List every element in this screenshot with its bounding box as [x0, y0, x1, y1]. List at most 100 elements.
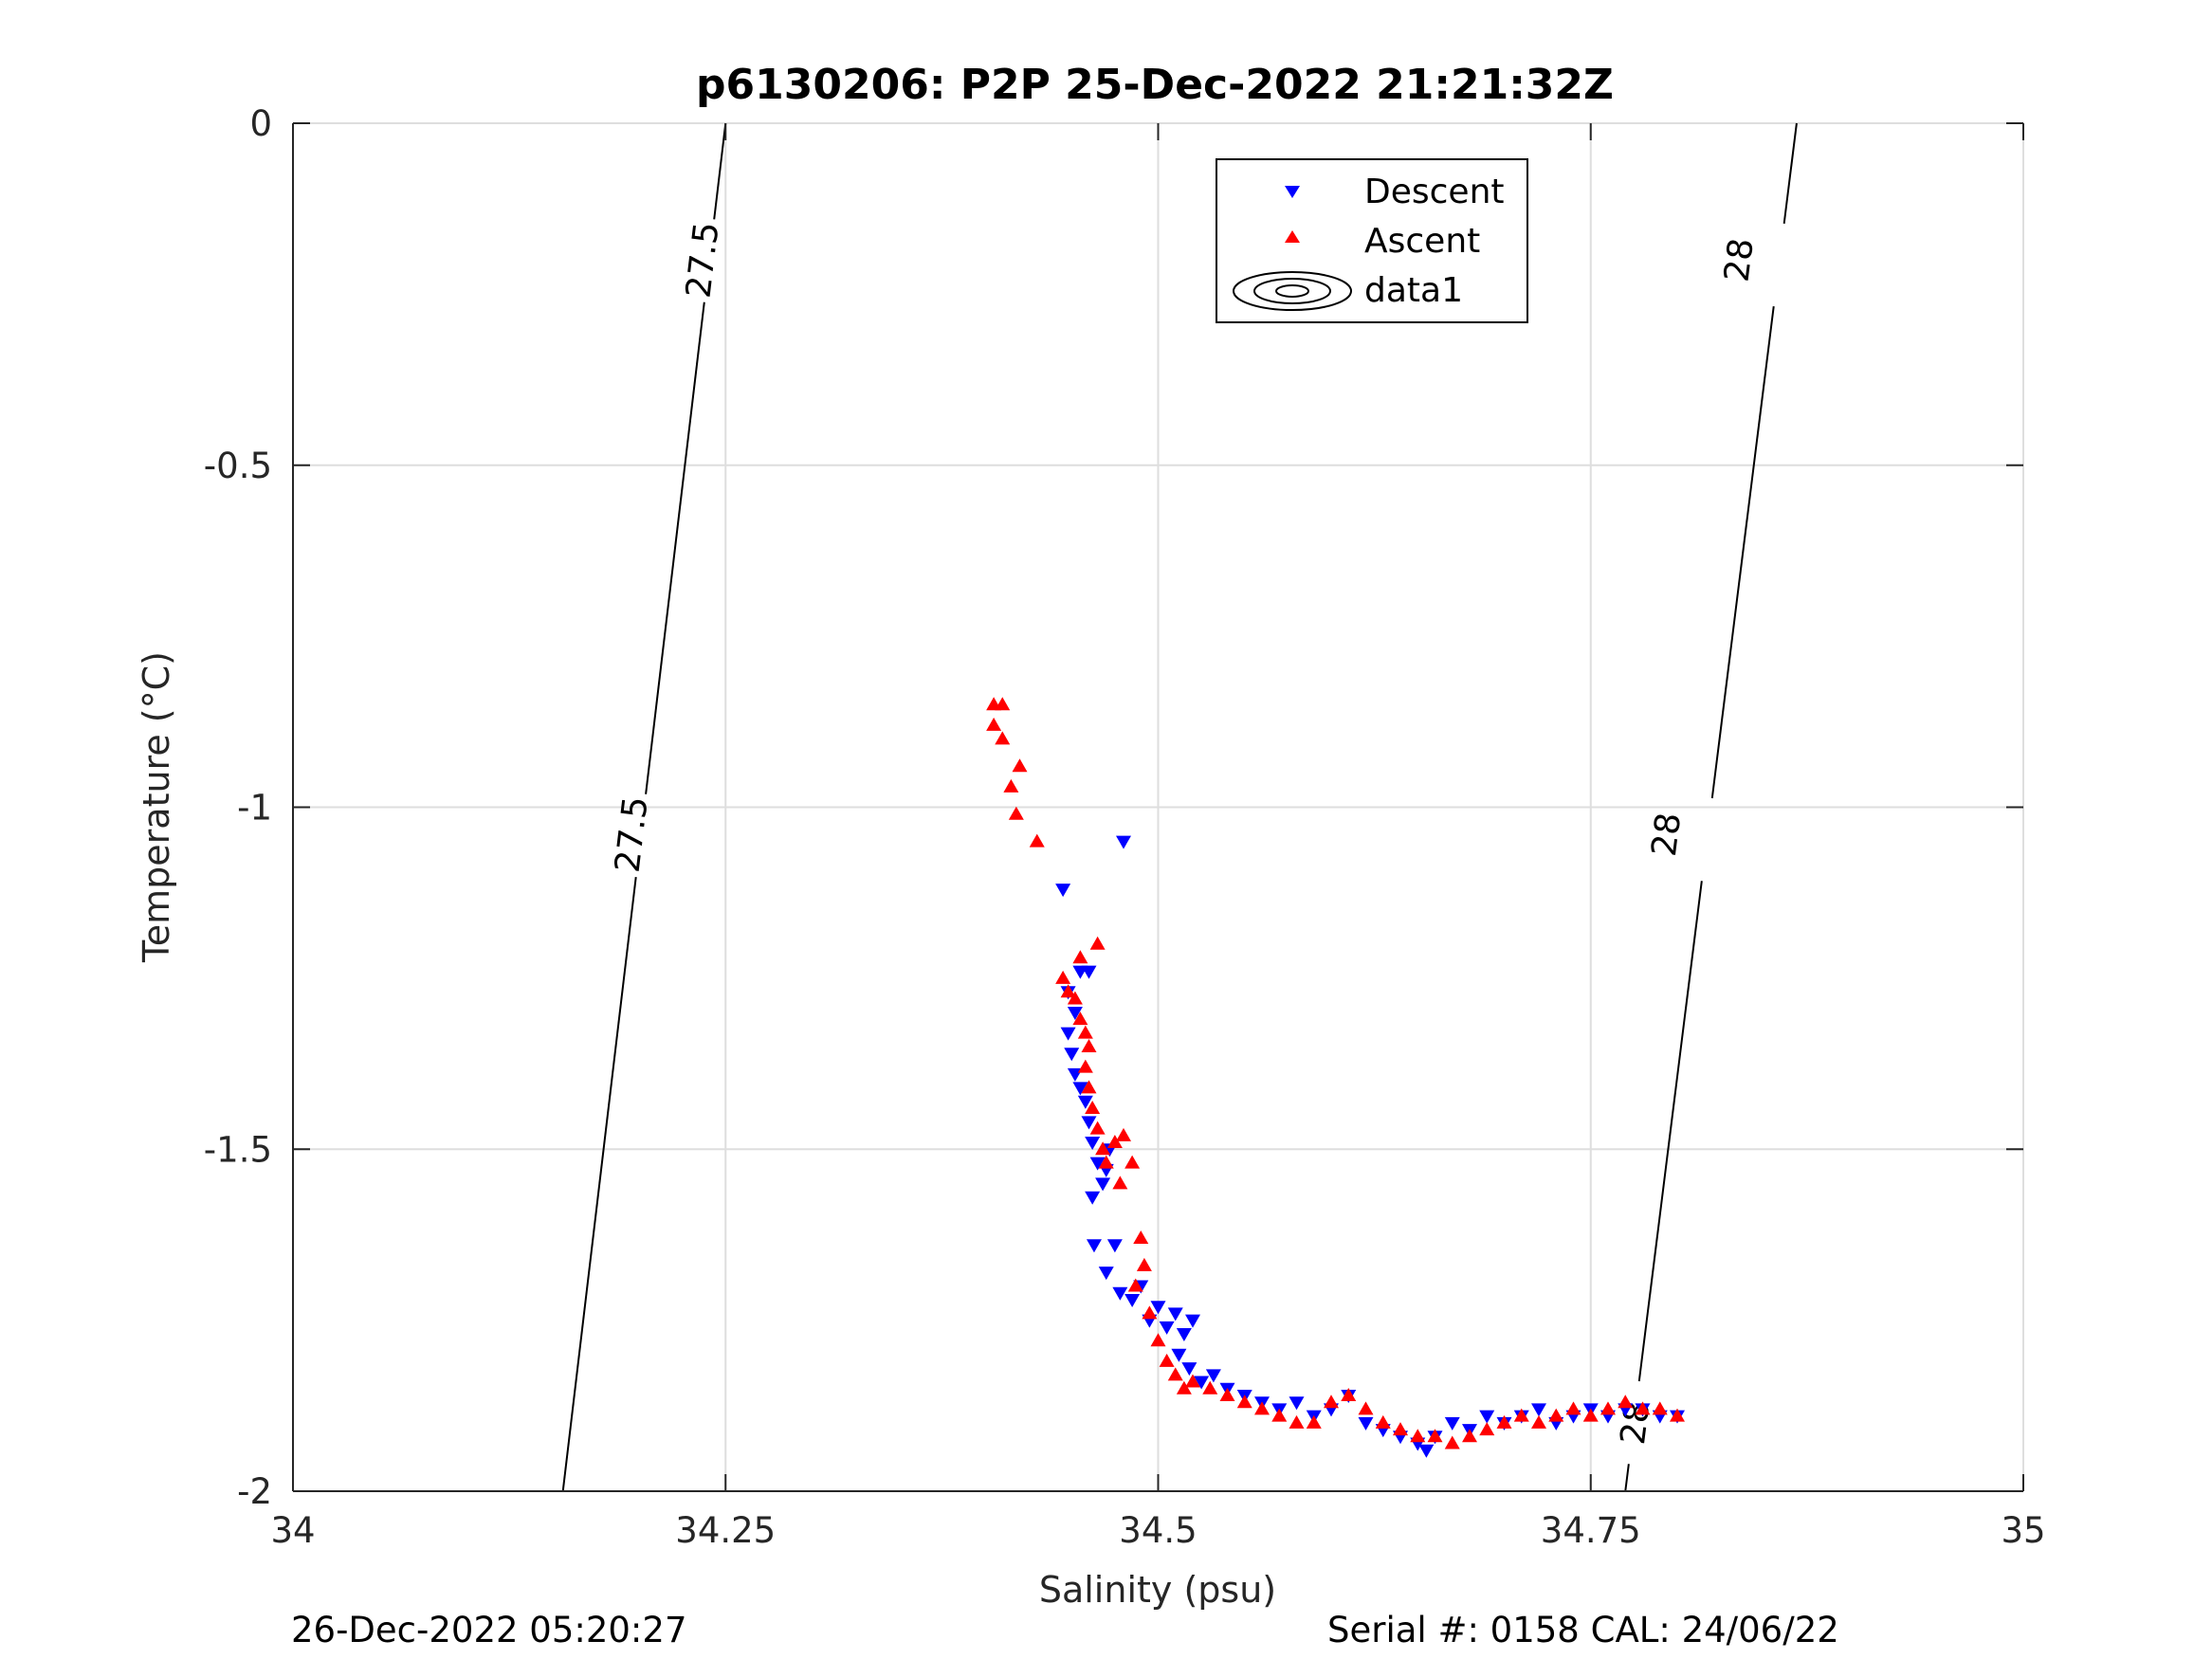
descent-point — [1067, 1006, 1083, 1020]
y-tick-labels: -2 -1.5 -1 -0.5 0 — [204, 103, 272, 1512]
descent-point — [1060, 1027, 1076, 1041]
descent-point — [1072, 965, 1088, 979]
descent-point — [1085, 1137, 1101, 1151]
ascent-point — [1219, 1387, 1235, 1401]
ascent-point — [986, 717, 1002, 731]
descent-point — [1089, 1157, 1106, 1171]
isopycnal-label: 27.5 — [609, 794, 656, 874]
ascent-point — [1513, 1408, 1529, 1422]
legend-ascent-label: Ascent — [1364, 222, 1480, 261]
ascent-point — [1271, 1408, 1288, 1422]
ascent-point — [1124, 1155, 1141, 1169]
ascent-point — [1548, 1408, 1564, 1422]
isopycnal-label: 27.5 — [679, 220, 726, 300]
x-tick-labels: 34 34.25 34.5 34.75 35 — [270, 1510, 2045, 1551]
ascent-point — [1095, 1141, 1111, 1156]
ascent-point — [1496, 1414, 1512, 1429]
ascent-point — [1462, 1429, 1477, 1443]
descent-point — [1086, 1239, 1102, 1253]
y-axis-label: Temperature (°C) — [136, 651, 177, 963]
ascent-point — [1444, 1435, 1460, 1449]
descent-point — [1176, 1328, 1192, 1342]
descent-point — [1112, 1286, 1128, 1301]
x-tick-label: 34 — [270, 1510, 315, 1551]
descent-point — [1064, 1048, 1080, 1062]
ascent-point — [1116, 1127, 1131, 1141]
descent-point — [1185, 1314, 1200, 1328]
isopycnal-line — [1624, 1464, 1630, 1492]
legend-ascent-marker — [1285, 230, 1300, 243]
legend-contour-icon — [1233, 271, 1352, 311]
y-tick-label: -0.5 — [204, 446, 272, 486]
ascent-point — [1254, 1401, 1270, 1415]
ascent-point — [1565, 1401, 1581, 1415]
ascent-point — [1067, 991, 1083, 1005]
footer-serial-cal: Serial #: 0158 CAL: 24/06/22 — [1327, 1610, 1839, 1650]
isopycnal-line — [645, 301, 705, 794]
descent-point — [1358, 1416, 1374, 1431]
chart-title: p6130206: P2P 25-Dec-2022 21:21:32Z — [696, 61, 1614, 109]
y-tick-label: 0 — [249, 103, 272, 144]
ascent-point — [1324, 1395, 1339, 1409]
x-tick-label: 34.75 — [1541, 1510, 1641, 1551]
ascent-point — [1106, 1135, 1123, 1149]
isopycnal-line — [1782, 122, 1798, 224]
ascent-point — [1652, 1401, 1668, 1415]
ascent-point — [1072, 950, 1088, 964]
descent-point — [1072, 1082, 1088, 1096]
descent-point — [1444, 1416, 1460, 1431]
legend-descent-marker — [1285, 186, 1300, 198]
ascent-point — [1008, 806, 1024, 820]
ascent-point — [1159, 1353, 1175, 1367]
ascent-point — [1081, 1039, 1097, 1053]
ascent-point — [1289, 1414, 1305, 1429]
ascent-point — [1055, 970, 1071, 984]
ascent-point — [1479, 1422, 1495, 1436]
ascent-point — [1081, 1080, 1097, 1094]
ascent-point — [1003, 778, 1019, 793]
descent-point — [1205, 1369, 1221, 1383]
x-axis-label: Salinity (psu) — [1039, 1569, 1276, 1611]
ascent-point — [1029, 833, 1045, 848]
x-tick-label: 34.5 — [1119, 1510, 1197, 1551]
descent-point — [1098, 1267, 1114, 1281]
legend-descent-label: Descent — [1364, 173, 1505, 211]
ascent-point — [1072, 1012, 1088, 1026]
ascent-series — [986, 697, 1685, 1449]
ascent-point — [1133, 1231, 1149, 1245]
descent-point — [1077, 1095, 1093, 1109]
ascent-point — [1531, 1414, 1546, 1429]
descent-point — [1081, 1116, 1097, 1130]
legend: Descent Ascent data1 — [1216, 158, 1528, 323]
isopycnal-label: 28 — [1645, 811, 1689, 859]
ascent-point — [1185, 1374, 1200, 1388]
legend-contour-label: data1 — [1364, 271, 1463, 310]
ascent-point — [1060, 984, 1076, 998]
descent-point — [1150, 1301, 1166, 1315]
descent-point — [1085, 1191, 1101, 1205]
ascent-point — [1358, 1401, 1374, 1415]
ascent-point — [1150, 1333, 1166, 1347]
ascent-point — [1127, 1278, 1143, 1292]
footer-timestamp: 26-Dec-2022 05:20:27 — [291, 1610, 686, 1650]
descent-point — [1159, 1321, 1175, 1335]
y-tick-label: -1 — [237, 788, 272, 829]
descent-point — [1167, 1307, 1183, 1322]
ascent-point — [1635, 1401, 1651, 1415]
isopycnal-line — [1637, 881, 1703, 1382]
descent-point — [1171, 1348, 1187, 1362]
ascent-point — [1236, 1395, 1252, 1409]
ascent-point — [1077, 1059, 1093, 1073]
ascent-point — [1077, 1025, 1093, 1039]
descent-point — [1181, 1362, 1197, 1376]
ascent-point — [1085, 1100, 1101, 1114]
ascent-point — [1306, 1414, 1322, 1429]
ascent-point — [1341, 1387, 1357, 1401]
y-tick-label: -1.5 — [204, 1129, 272, 1170]
grid-lines — [293, 122, 2024, 1491]
isopycnal-label: 28 — [1718, 236, 1762, 284]
ascent-point — [1582, 1408, 1599, 1422]
ascent-point — [1410, 1429, 1426, 1443]
ascent-point — [1600, 1401, 1616, 1415]
